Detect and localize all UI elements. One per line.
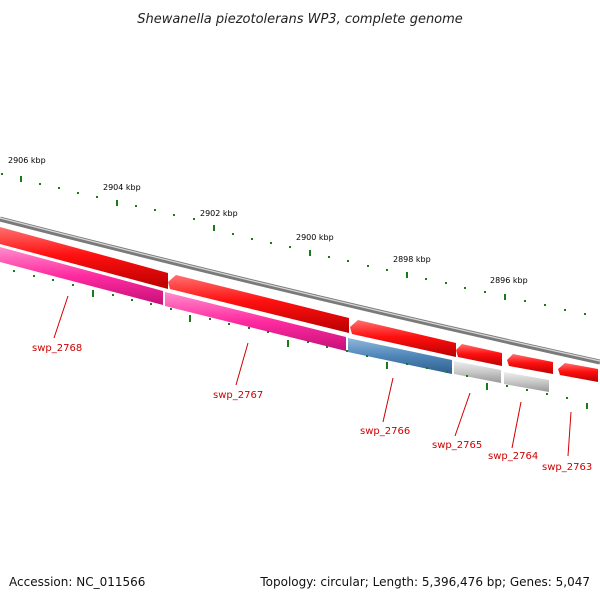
cds-feature[interactable] — [456, 344, 502, 366]
lower-tick-row — [13, 270, 588, 409]
tick-label: 2906 kbp — [8, 156, 46, 165]
tick-label: 2896 kbp — [490, 276, 528, 285]
gene-label[interactable]: swp_2766 — [360, 426, 410, 437]
tick-label: 2898 kbp — [393, 255, 431, 264]
cds-feature[interactable] — [168, 275, 349, 333]
gene-labels: swp_2768 swp_2767 swp_2766 swp_2765 swp_… — [32, 343, 592, 473]
gene-label[interactable]: swp_2768 — [32, 343, 82, 354]
gene-feature-swp_2764[interactable] — [504, 372, 549, 392]
tick-labels: 2906 kbp 2904 kbp 2902 kbp 2900 kbp 2898… — [8, 156, 528, 285]
gene-feature-swp_2767[interactable] — [165, 292, 346, 351]
gene-feature-swp_2766[interactable] — [348, 338, 452, 374]
gene-label[interactable]: swp_2763 — [542, 462, 592, 473]
cds-feature[interactable] — [558, 363, 598, 382]
cds-feature[interactable] — [507, 354, 553, 374]
accession-text: Accession: NC_011566 — [9, 575, 145, 589]
gene-label[interactable]: swp_2764 — [488, 451, 538, 462]
tick-label: 2904 kbp — [103, 183, 141, 192]
cds-row — [0, 227, 598, 382]
gene-label[interactable]: swp_2765 — [432, 440, 482, 451]
genome-backbone — [0, 216, 600, 365]
genome-info-text: Topology: circular; Length: 5,396,476 bp… — [259, 575, 590, 589]
upper-tick-row — [1, 173, 586, 315]
cds-feature[interactable] — [350, 320, 456, 357]
gene-feature-swp_2768[interactable] — [0, 247, 163, 305]
map-title: Shewanella piezotolerans WP3, complete g… — [137, 12, 463, 27]
tick-label: 2900 kbp — [296, 233, 334, 242]
cds-feature[interactable] — [0, 227, 168, 289]
gene-feature-swp_2765[interactable] — [454, 361, 501, 383]
label-leaders — [53, 295, 572, 457]
tick-label: 2902 kbp — [200, 209, 238, 218]
gene-label[interactable]: swp_2767 — [213, 390, 263, 401]
gene-row — [0, 247, 549, 392]
